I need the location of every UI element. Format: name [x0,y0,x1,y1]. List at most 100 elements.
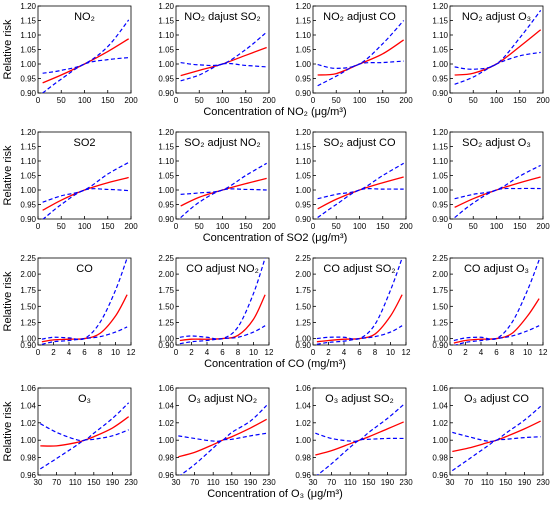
y-tick-label: 1.00 [432,436,448,445]
x-tick-label: 150 [101,222,115,231]
x-tick-label: 110 [69,478,82,487]
x-tick-label: 230 [399,478,413,487]
x-tick-label: 150 [513,96,527,105]
y-tick-label: 1.75 [432,286,448,295]
estimate-curve [454,29,542,76]
lower-ci-curve [41,326,128,345]
panel-title: NO₂ adjust O₃ [462,11,531,23]
x-tick-label: 70 [52,478,61,487]
panel-title: SO₂ adjust NO₂ [184,137,260,149]
y-tick-label: 1.00 [20,186,36,195]
x-tick-label: 2 [463,348,468,357]
y-tick-label: 1.15 [432,17,448,26]
y-tick-label: 0.96 [158,471,174,480]
estimate-curve [180,177,267,207]
y-tick-label: 1.75 [295,286,311,295]
y-tick-label: 0.98 [20,454,36,463]
y-tick-label: 0.98 [158,454,174,463]
x-tick-label: 230 [262,478,276,487]
x-tick-label: 230 [124,478,138,487]
y-tick-label: 1.00 [20,335,36,344]
y-tick-label: 1.02 [158,419,174,428]
x-tick-label: 0 [311,222,316,231]
row-ylabel: Relative risk [2,19,14,79]
panel-title: NO₂ adjust CO [323,11,396,23]
x-tick-label: 2 [189,348,194,357]
y-tick-label: 1.05 [20,46,36,55]
x-tick-label: 150 [376,96,390,105]
panel-title: NO₂ dajust SO₂ [184,11,260,23]
x-tick-label: 0 [36,222,41,231]
y-tick-label: 1.25 [158,318,174,327]
estimate-curve [42,176,129,211]
estimate-curve [453,298,540,344]
x-tick-label: 100 [353,222,367,231]
y-tick-label: 1.20 [20,2,36,11]
y-tick-label: 0.90 [20,215,36,224]
x-tick-label: 50 [195,96,204,105]
x-tick-label: 8 [510,348,515,357]
y-tick-label: 1.02 [20,419,36,428]
y-tick-label: 0.90 [432,215,448,224]
y-tick-label: 1.05 [295,172,311,181]
y-tick-label: 1.00 [158,186,174,195]
x-tick-label: 200 [262,96,276,105]
y-tick-label: 1.15 [158,143,174,152]
lower-ci-curve [453,325,540,345]
y-tick-label: 1.00 [295,436,311,445]
y-tick-label: 1.75 [20,286,36,295]
x-tick-label: 12 [539,348,548,357]
y-tick-label: 2.25 [432,254,448,263]
y-tick-label: 1.00 [158,436,174,445]
panel-frame [175,387,270,476]
lower-ci-curve [316,437,404,475]
panel-title: O₃ adjust CO [464,393,529,405]
y-tick-label: 0.95 [158,201,174,210]
x-tick-label: 30 [34,478,43,487]
x-tick-label: 200 [262,222,276,231]
y-tick-label: 1.05 [295,46,311,55]
x-tick-label: 150 [87,478,101,487]
y-tick-label: 1.00 [432,60,448,69]
x-tick-label: 70 [190,478,199,487]
y-tick-label: 1.15 [295,17,311,26]
y-tick-label: 1.15 [20,143,36,152]
x-tick-label: 150 [225,478,239,487]
x-tick-label: 110 [344,478,357,487]
y-tick-label: 1.04 [158,401,174,410]
y-tick-label: 0.90 [432,89,448,98]
y-tick-label: 1.06 [432,384,448,393]
x-tick-label: 50 [469,96,478,105]
y-tick-label: 1.20 [432,128,448,137]
estimate-curve [315,421,404,456]
x-tick-label: 70 [327,478,336,487]
x-tick-label: 10 [249,348,258,357]
y-tick-label: 1.00 [158,335,174,344]
x-tick-label: 50 [469,222,478,231]
x-tick-label: 10 [386,348,395,357]
x-tick-label: 6 [357,348,362,357]
x-tick-label: 2 [326,348,331,357]
x-tick-label: 190 [106,478,120,487]
lower-ci-curve [40,429,129,470]
x-tick-label: 8 [373,348,378,357]
lower-ci-curve [42,188,129,219]
row-ylabel: Relative risk [2,271,14,331]
y-tick-label: 1.10 [158,31,174,40]
y-tick-label: 0.95 [295,75,311,84]
x-tick-label: 0 [448,348,453,357]
y-tick-label: 1.50 [432,302,448,311]
x-tick-label: 8 [98,348,103,357]
upper-ci-curve [315,404,405,442]
x-tick-label: 0 [36,96,41,105]
x-tick-label: 200 [124,222,138,231]
x-tick-label: 100 [216,222,230,231]
upper-ci-curve [316,258,403,340]
x-tick-label: 4 [205,348,210,357]
x-tick-label: 0 [311,96,316,105]
lower-ci-curve [454,187,541,219]
y-tick-label: 1.25 [295,318,311,327]
panel-frame [312,387,407,476]
x-tick-label: 30 [309,478,318,487]
